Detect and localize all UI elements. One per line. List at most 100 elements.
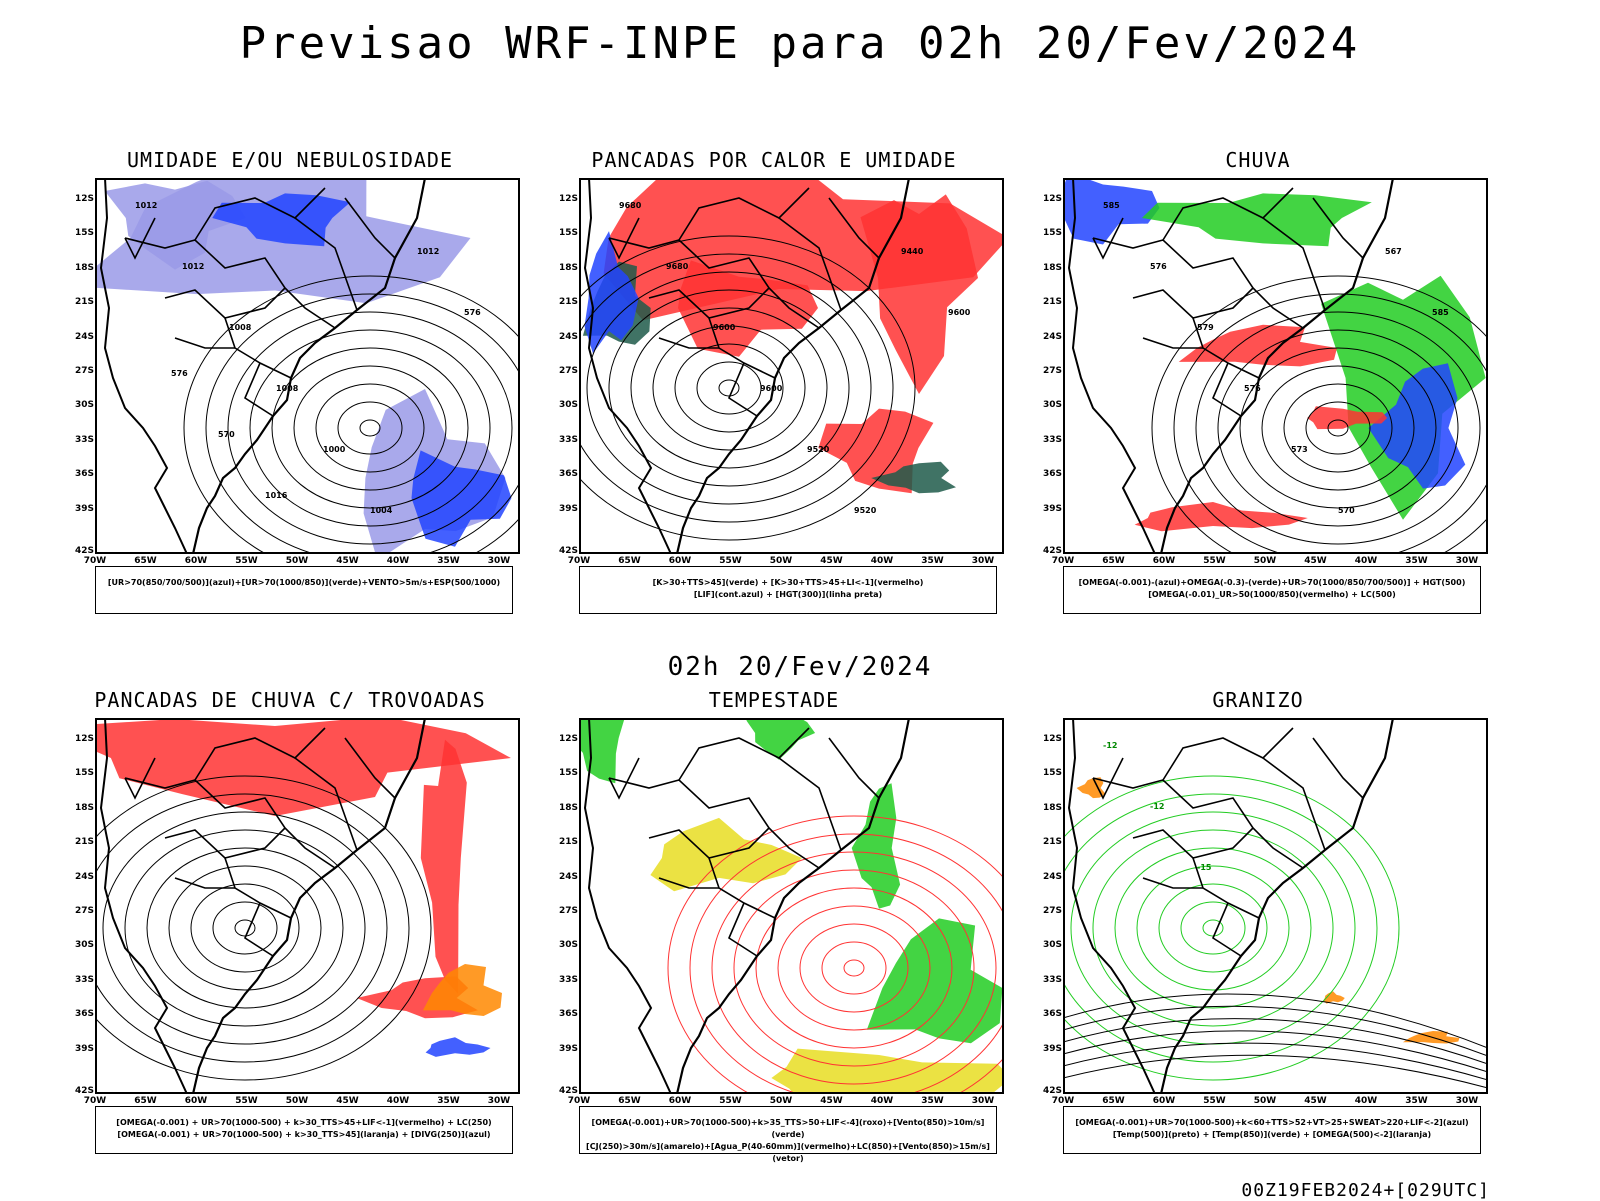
coastline xyxy=(1063,178,1156,554)
contour-line xyxy=(1070,811,1356,1045)
country-border xyxy=(224,317,292,379)
contour-line xyxy=(95,775,432,1081)
contour-value-label: 579 xyxy=(1197,323,1214,332)
shaded-field xyxy=(1368,363,1466,489)
map-panel: UMIDADE E/OU NEBULOSIDADE 12S 15S 18S 21S 24S… xyxy=(50,148,530,618)
contour-line xyxy=(1151,275,1488,554)
longitude-label: 60W xyxy=(1152,556,1176,566)
latitude-label: 36S xyxy=(558,469,578,480)
contour-line xyxy=(337,401,403,455)
forecast-time-title: 02h 20/Fev/2024 xyxy=(667,652,933,682)
country-border xyxy=(1262,757,1326,851)
longitude-label: 50W xyxy=(1253,556,1277,566)
panel-title: GRANIZO xyxy=(1212,688,1304,712)
panel-title: TEMPESTADE xyxy=(708,688,840,712)
contour-value-label: 576 xyxy=(171,369,188,378)
country-border xyxy=(778,217,842,311)
latitude-label: 24S xyxy=(74,331,94,342)
country-border xyxy=(678,187,810,241)
longitude-label: 40W xyxy=(870,1096,894,1106)
contour-value-label: 1004 xyxy=(370,506,393,515)
contour-value-label: 585 xyxy=(1103,201,1120,210)
country-border xyxy=(828,737,880,799)
contour-line xyxy=(667,815,1004,1094)
contour-value-label: 1012 xyxy=(182,262,204,271)
contour-line xyxy=(1327,419,1349,437)
latitude-label: 30S xyxy=(1042,400,1062,411)
longitude-label: 30W xyxy=(971,1096,995,1106)
longitude-label: 30W xyxy=(1455,1096,1479,1106)
latitude-label: 33S xyxy=(1042,434,1062,445)
latitude-label: 42S xyxy=(1042,1086,1062,1096)
latitude-label: 33S xyxy=(74,974,94,985)
map-area xyxy=(579,718,1004,1094)
contour-value-label: 9520 xyxy=(854,506,877,515)
latitude-label: 12S xyxy=(558,194,578,204)
contour-line xyxy=(1217,329,1459,527)
contour-value-label: 9600 xyxy=(948,308,971,317)
contour-line xyxy=(733,869,975,1067)
shaded-field xyxy=(860,194,978,394)
contour-line xyxy=(843,959,865,977)
shaded-field xyxy=(1178,324,1337,367)
country-border xyxy=(344,737,396,799)
latitude-label: 24S xyxy=(1042,871,1062,882)
isotherm-line xyxy=(1063,1054,1488,1089)
country-border xyxy=(194,727,326,781)
contour-line xyxy=(799,923,909,1013)
longitude-label: 70W xyxy=(1051,1096,1075,1106)
map-panel: GRANIZO 12S 15S 18S 21S 24S 27S 30S 33S 36S 39S 42S… xyxy=(1018,688,1498,1158)
contour-line xyxy=(1158,883,1268,973)
shaded-field xyxy=(1076,777,1106,799)
longitude-label: 50W xyxy=(1253,1096,1277,1106)
shaded-field xyxy=(104,180,246,270)
contour-value-label: 1000 xyxy=(323,445,346,454)
longitude-label: 35W xyxy=(1405,1096,1428,1106)
latitude-label: 15S xyxy=(74,228,94,239)
contour-value-label: 573 xyxy=(1291,445,1308,454)
country-border xyxy=(1132,827,1254,859)
legend-text: [OMEGA(-0.001)-(azul)+OMEGA(-0.3)-(verde… xyxy=(1078,578,1466,587)
shaded-field xyxy=(1323,991,1345,1004)
contour-value-label: 9680 xyxy=(666,262,689,271)
contour-line xyxy=(249,329,491,527)
latitude-label: 33S xyxy=(558,434,578,445)
contour-line xyxy=(608,289,850,487)
contour-line xyxy=(190,883,300,973)
longitude-label: 35W xyxy=(437,1096,460,1106)
latitude-label: 15S xyxy=(74,768,94,779)
legend-text: [Temp(500)](preto) + [Temp(850)](verde) … xyxy=(1112,1130,1432,1139)
contour-line xyxy=(711,851,997,1085)
shaded-field xyxy=(1307,406,1388,430)
latitude-label: 33S xyxy=(1042,974,1062,985)
contour-line xyxy=(777,905,931,1031)
latitude-label: 21S xyxy=(74,837,94,848)
latitude-label: 27S xyxy=(74,906,94,916)
latitude-label: 42S xyxy=(74,1086,94,1096)
latitude-label: 42S xyxy=(74,546,94,556)
contour-value-label: 1012 xyxy=(135,201,157,210)
map-area: 585 576 579 576 573 570 567 585 xyxy=(1063,178,1488,554)
contour-value-label: 576 xyxy=(1244,384,1261,393)
country-border xyxy=(124,237,336,329)
map-frame xyxy=(95,718,520,1094)
map-frame xyxy=(95,178,520,554)
contour-line xyxy=(1114,847,1312,1009)
country-border xyxy=(608,217,640,260)
country-border xyxy=(658,337,719,349)
latitude-label: 18S xyxy=(1042,262,1062,273)
coastline xyxy=(1063,718,1156,1094)
shaded-field xyxy=(1134,502,1308,532)
shaded-field xyxy=(584,231,639,354)
shaded-field xyxy=(422,964,502,1016)
country-border xyxy=(828,197,880,259)
longitude-label: 30W xyxy=(487,556,511,566)
shaded-field xyxy=(866,918,1003,1044)
longitude-label: 45W xyxy=(336,556,359,566)
contour-value-label: 576 xyxy=(1150,262,1167,271)
isotherm-line xyxy=(1063,1042,1488,1081)
contour-line xyxy=(1063,793,1378,1063)
latitude-label: 18S xyxy=(558,262,578,273)
longitude-label: 65W xyxy=(618,1096,641,1106)
isotherm-line xyxy=(1063,1005,1488,1057)
